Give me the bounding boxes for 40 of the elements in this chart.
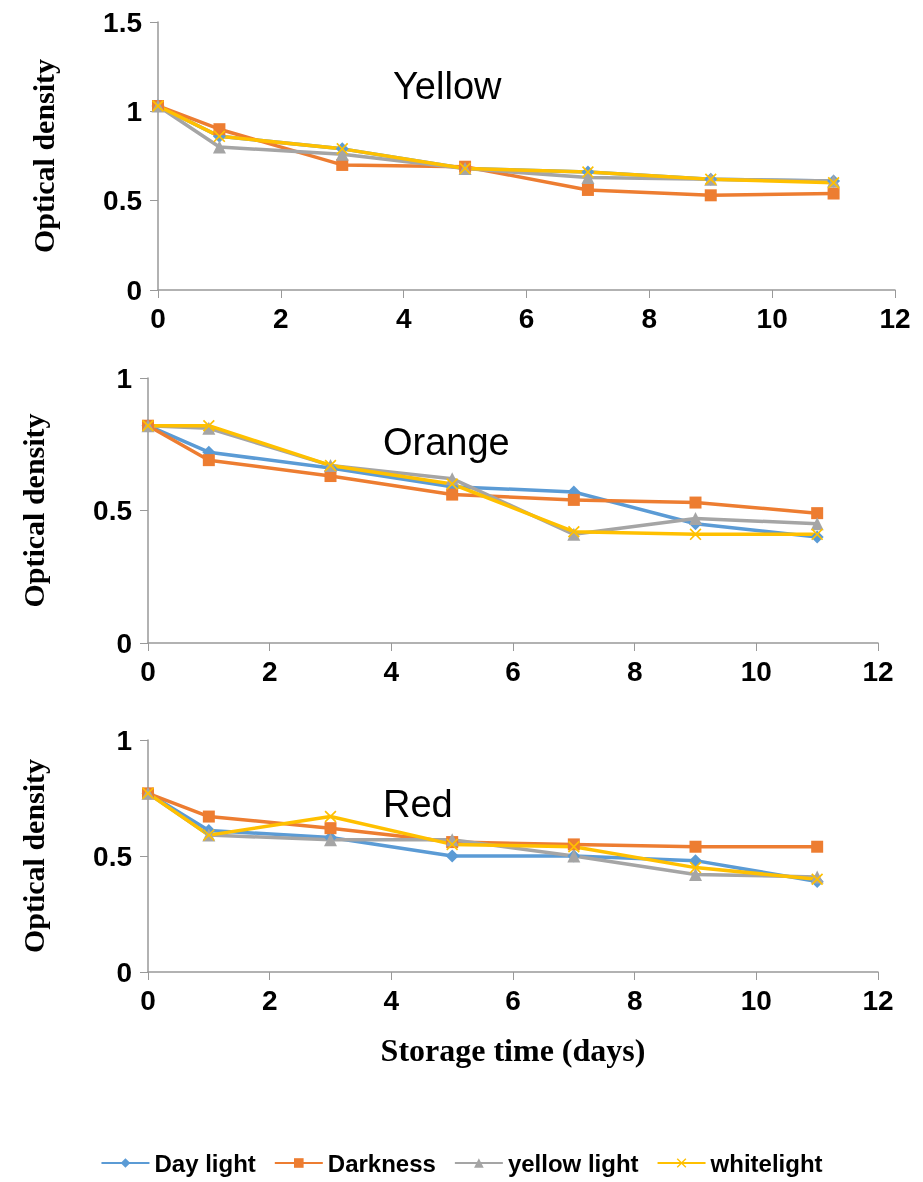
y-tick-label: 0 xyxy=(126,274,142,306)
x-tick-label: 8 xyxy=(626,984,643,1016)
text: Yellow xyxy=(393,65,503,107)
x-tick-label: 10 xyxy=(740,984,772,1016)
x-tick-label: 6 xyxy=(505,655,521,687)
y-tick-label: 0.5 xyxy=(93,840,132,872)
y-tick-label: 1 xyxy=(126,95,142,127)
x-tick-label: 4 xyxy=(383,984,400,1016)
x-tick-label: 10 xyxy=(756,302,788,334)
y-tick-label: 1 xyxy=(116,362,132,394)
legend-label: yellow light xyxy=(507,1149,639,1177)
x-tick-label: 2 xyxy=(261,984,278,1016)
x-tick-label: 12 xyxy=(879,302,911,334)
x-tick-label: 4 xyxy=(383,655,400,687)
x-tick-label: 2 xyxy=(273,302,289,334)
x-tick-label: 8 xyxy=(626,655,643,687)
x-tick-label: 6 xyxy=(518,302,535,334)
x-tick-label: 12 xyxy=(862,984,894,1016)
text: Red xyxy=(383,783,453,825)
x-tick-label: 4 xyxy=(395,302,412,334)
y-axis-title: Optical density xyxy=(16,758,50,954)
text: Orange xyxy=(383,421,510,463)
legend-label: whitelight xyxy=(709,1149,823,1177)
y-axis-title: Optical density xyxy=(26,58,60,254)
x-tick-label: 0 xyxy=(150,302,166,334)
x-axis-title: Storage time (days) xyxy=(380,1032,646,1068)
y-tick-label: 0.5 xyxy=(93,495,132,526)
y-tick-label: 1.5 xyxy=(103,6,142,38)
x-tick-label: 2 xyxy=(261,655,278,687)
legend-label: Darkness xyxy=(327,1149,436,1177)
x-tick-label: 10 xyxy=(740,655,772,687)
x-tick-label: 12 xyxy=(862,655,894,687)
x-tick-label: 8 xyxy=(641,302,658,334)
y-tick-label: 1 xyxy=(116,724,132,756)
y-axis-title: Optical density xyxy=(16,413,50,608)
y-tick-label: 0 xyxy=(116,627,132,659)
x-tick-label: 6 xyxy=(505,984,521,1016)
y-tick-label: 0.5 xyxy=(103,185,142,217)
y-tick-label: 0 xyxy=(116,956,132,988)
legend-label: Day light xyxy=(154,1149,256,1177)
